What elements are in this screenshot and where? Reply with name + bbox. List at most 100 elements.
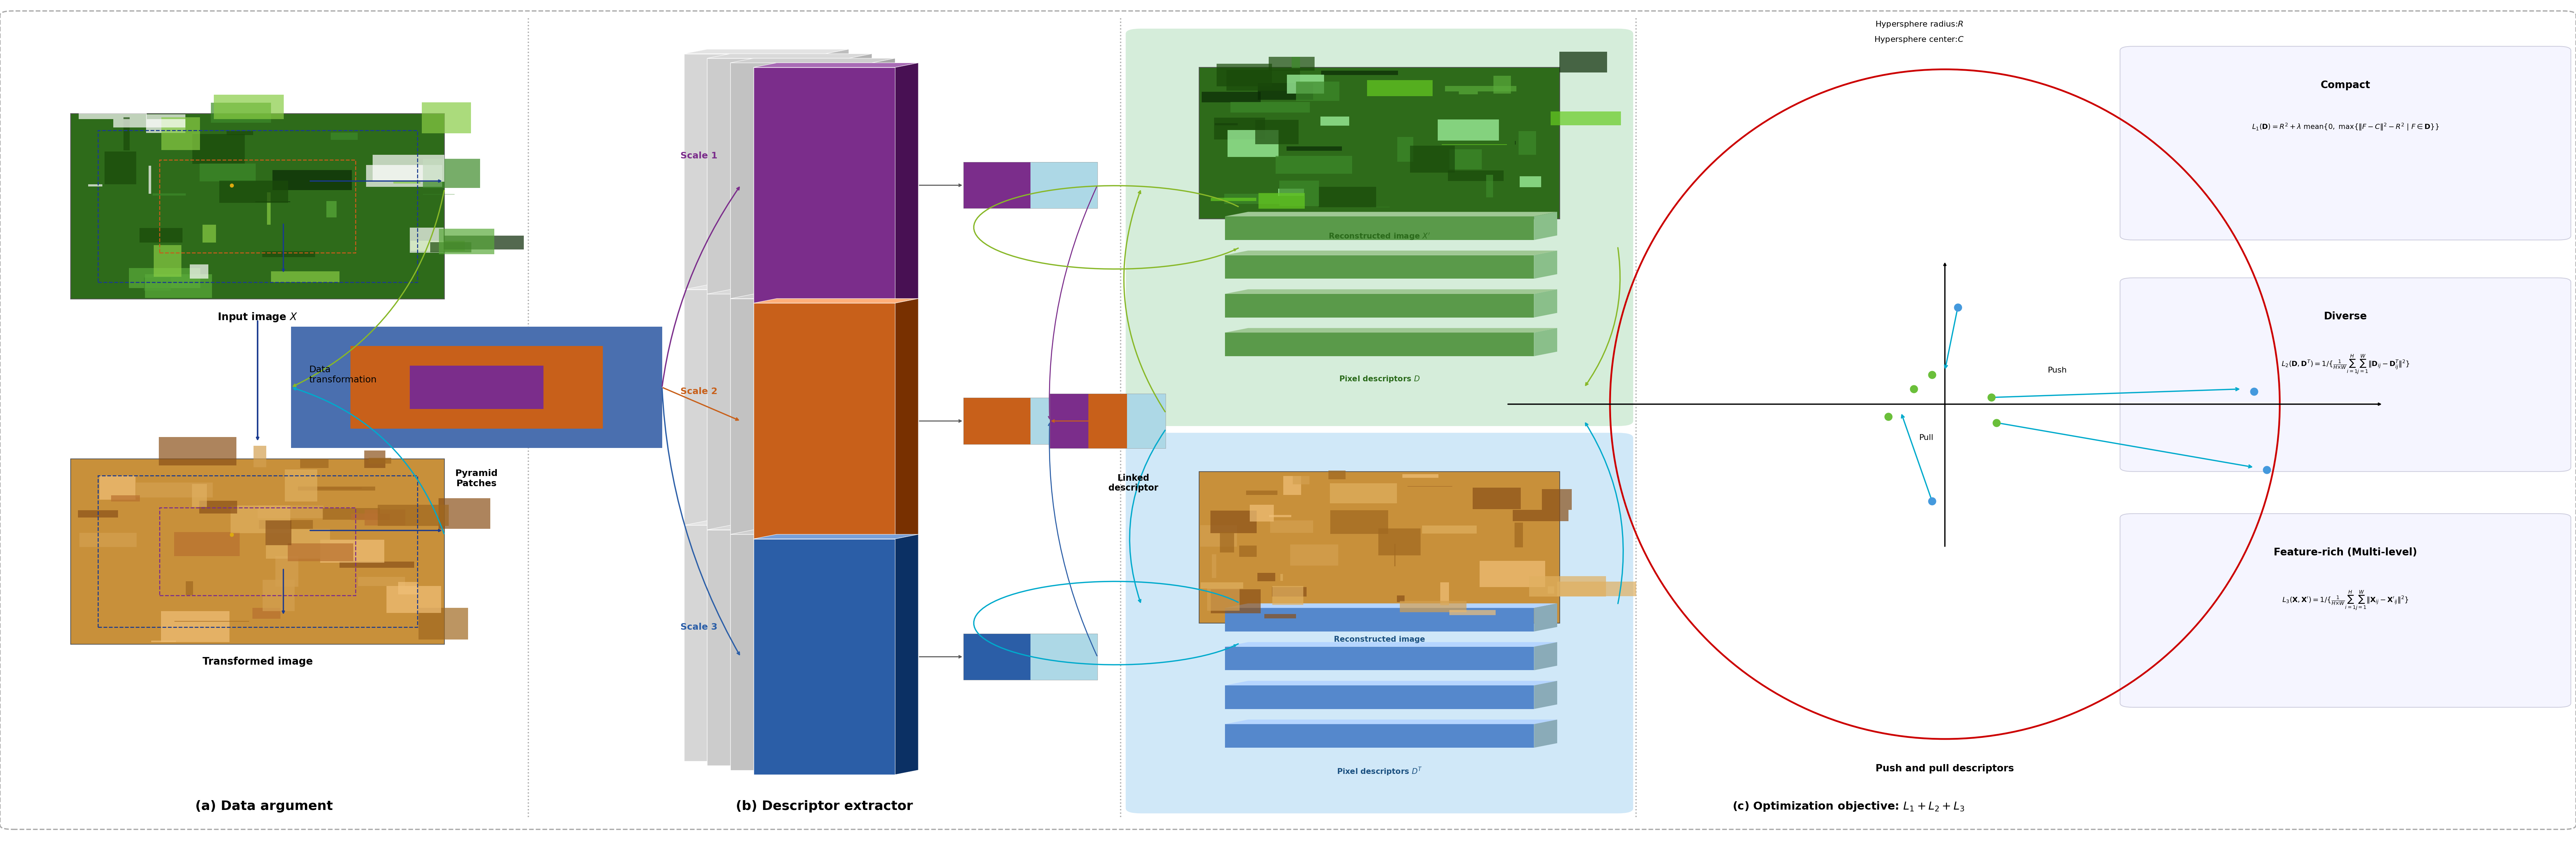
Polygon shape [1226,604,1556,608]
FancyBboxPatch shape [755,67,896,303]
Bar [1211,198,1257,201]
Bar [1486,175,1494,197]
Text: Diverse: Diverse [2324,312,2367,322]
Bar [1293,476,1309,484]
Bar [214,95,283,119]
Bar [137,482,214,498]
Bar [113,119,185,128]
Bar [201,163,255,181]
Text: Push: Push [2048,367,2066,374]
Bar [1239,546,1257,557]
Bar [319,540,384,562]
Polygon shape [824,285,850,525]
Bar [1520,131,1535,155]
Bar [1090,393,1128,448]
Polygon shape [850,54,873,294]
Bar [1198,472,1561,623]
FancyArrowPatch shape [1051,420,1097,422]
Bar [1030,398,1097,445]
FancyBboxPatch shape [2120,46,2571,240]
Bar [299,487,376,491]
FancyBboxPatch shape [685,290,824,525]
Bar [443,236,523,249]
FancyBboxPatch shape [755,303,896,539]
Bar [394,181,420,184]
Bar [88,184,103,186]
Bar [129,268,201,288]
Bar [366,165,443,187]
Text: Hypersphere center:$C$: Hypersphere center:$C$ [1875,35,1963,44]
FancyArrowPatch shape [1123,191,1164,412]
Bar [1530,576,1605,597]
Bar [1378,528,1419,556]
Polygon shape [1533,604,1556,632]
Bar [438,229,495,254]
FancyBboxPatch shape [732,535,871,770]
Polygon shape [1533,720,1556,748]
Polygon shape [755,63,920,67]
Bar [1226,294,1533,317]
FancyBboxPatch shape [706,294,850,530]
FancyBboxPatch shape [755,539,896,775]
Bar [1226,608,1533,632]
Polygon shape [1226,720,1556,724]
Bar [1128,393,1164,448]
Bar [160,437,237,466]
Bar [1515,523,1522,547]
Bar [1211,589,1260,613]
Polygon shape [1226,642,1556,647]
Polygon shape [1533,251,1556,279]
Bar [98,476,417,627]
Bar [1216,64,1273,87]
Bar [1257,573,1275,581]
FancyArrowPatch shape [920,184,961,186]
Bar [410,241,464,251]
Text: Hypersphere radius:$R$: Hypersphere radius:$R$ [1875,20,1963,29]
Bar [1051,393,1087,448]
Bar [1558,51,1607,72]
Bar [1278,189,1303,196]
Bar [1211,510,1257,533]
FancyArrowPatch shape [920,420,961,422]
Bar [366,509,404,525]
Bar [1216,123,1236,125]
Bar [72,114,443,299]
Bar [1200,92,1260,102]
Polygon shape [850,525,873,765]
Polygon shape [1226,328,1556,333]
Bar [438,498,489,529]
Bar [350,514,389,520]
Polygon shape [1533,212,1556,240]
Bar [422,158,479,188]
Bar [1329,483,1396,504]
Bar [1329,471,1345,479]
Bar [963,398,1097,445]
Bar [219,180,289,203]
Bar [1255,120,1298,144]
Bar [1273,586,1303,605]
Bar [1226,333,1533,356]
Bar [340,562,415,568]
Text: $L_3(\mathbf{X}, \mathbf{X}') = 1/\{\frac{1}{H{\times}W}\sum_{i=1}^{H}\sum_{j=1}: $L_3(\mathbf{X}, \mathbf{X}') = 1/\{\fra… [2282,589,2409,611]
Bar [1288,75,1324,93]
Bar [1520,176,1540,187]
Polygon shape [873,58,896,299]
Bar [317,488,361,489]
Bar [1229,131,1278,157]
Polygon shape [706,525,873,530]
FancyArrowPatch shape [662,388,739,654]
Polygon shape [755,299,920,303]
Bar [1270,520,1314,533]
Bar [1275,156,1352,173]
Bar [152,194,185,195]
Bar [1396,595,1404,602]
Bar [422,103,471,133]
Bar [399,582,417,594]
Bar [1291,545,1340,566]
Bar [1548,586,1553,594]
Bar [1226,70,1301,90]
Text: Scale 1: Scale 1 [680,152,716,160]
FancyArrowPatch shape [920,656,961,658]
Text: Input image $X$: Input image $X$ [216,312,299,323]
Bar [273,170,353,190]
